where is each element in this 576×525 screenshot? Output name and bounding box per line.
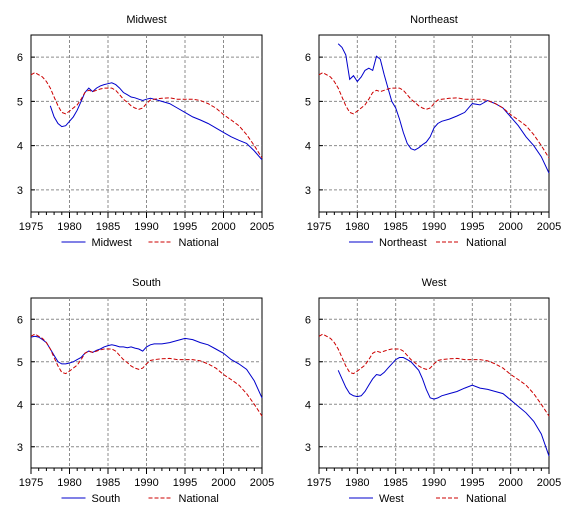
panel-west: West 1975 1980 1985 1990 1995 2000 2005 3 4 5 6 West… [305,277,561,505]
y-tick-label: 4 [305,141,311,153]
x-tick-label: 1985 [383,221,407,233]
x-tick-label: 1980 [345,477,369,489]
y-tick-label: 4 [17,399,23,411]
x-tick-label: 1985 [96,221,120,233]
y-tick-label: 6 [17,314,23,326]
y-tick-label: 3 [305,185,311,197]
x-tick-label: 1980 [57,477,81,489]
y-tick-label: 6 [305,52,311,64]
chart-title: West [422,277,447,289]
x-tick-label: 2000 [498,221,522,233]
legend-label: National [466,237,506,249]
x-tick-label: 2005 [537,221,561,233]
legend-label: National [179,493,219,505]
y-tick-label: 3 [17,442,23,454]
x-tick-label: 2000 [498,477,522,489]
x-tick-label: 2005 [250,221,274,233]
x-tick-label: 1975 [19,477,43,489]
legend: Northeast National [349,237,506,249]
chart-title: South [132,277,161,289]
y-tick-label: 4 [305,399,311,411]
series-line-west [337,357,550,457]
x-tick-label: 1975 [19,221,43,233]
legend-label: National [466,493,506,505]
legend-label: West [379,493,404,505]
legend-label: South [92,493,121,505]
x-tick-label: 1975 [307,221,331,233]
legend-label: Midwest [92,237,132,249]
y-tick-label: 5 [17,96,23,108]
series-line-national [318,72,550,159]
x-tick-label: 1985 [383,477,407,489]
series-line-south [30,335,263,399]
x-tick-label: 1980 [57,221,81,233]
x-tick-label: 1975 [307,477,331,489]
x-tick-label: 1995 [173,477,197,489]
y-tick-label: 5 [17,357,23,369]
panel-south: South 1975 1980 1985 1990 1995 2000 2005 3 4 5 6 Sou… [17,277,274,505]
y-tick-label: 3 [305,442,311,454]
y-tick-label: 5 [305,357,311,369]
series-line-national [318,333,550,417]
legend: Midwest National [61,237,219,249]
x-tick-label: 1995 [460,221,484,233]
y-tick-label: 3 [17,185,23,197]
y-tick-label: 6 [17,52,23,64]
chart-title: Northeast [410,14,458,26]
x-tick-label: 2005 [250,477,274,489]
legend-label: Northeast [379,237,427,249]
legend-label: National [179,237,219,249]
x-tick-label: 1990 [134,477,158,489]
x-tick-label: 1990 [134,221,158,233]
series-line-midwest [49,82,263,161]
legend: West National [349,493,506,505]
x-tick-label: 1985 [96,477,120,489]
y-tick-label: 6 [305,314,311,326]
x-tick-label: 1995 [173,221,197,233]
x-tick-label: 2000 [211,221,235,233]
y-tick-label: 4 [17,141,23,153]
y-tick-label: 5 [305,96,311,108]
chart-title: Midwest [126,14,166,26]
x-tick-label: 2005 [537,477,561,489]
series-line-national [30,72,263,159]
x-tick-label: 1995 [460,477,484,489]
panel-midwest: Midwest 1975 1980 1985 1990 1995 2000 2005 3 4 5 6 M… [17,14,274,249]
x-tick-label: 1990 [422,477,446,489]
series-line-national [30,333,263,417]
x-tick-label: 1990 [422,221,446,233]
x-tick-label: 1980 [345,221,369,233]
legend: South National [61,493,219,505]
panel-northeast: Northeast 1975 1980 1985 1990 1995 2000 2005 3 4 5… [305,14,561,249]
x-tick-label: 2000 [211,477,235,489]
